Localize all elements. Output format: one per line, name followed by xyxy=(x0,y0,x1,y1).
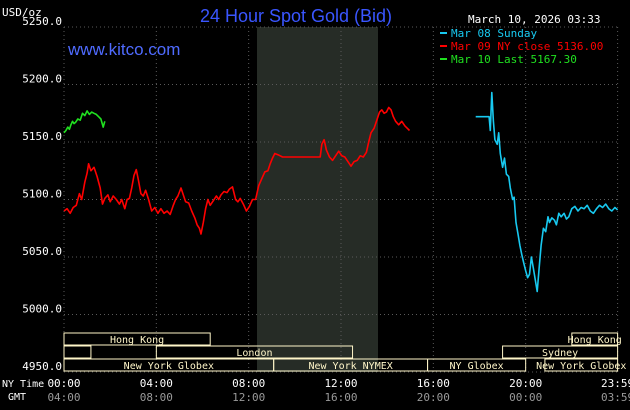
grid-lines xyxy=(63,26,619,373)
x-tick-ny: 08:00 xyxy=(232,377,265,390)
x-tick-gmt: 00:00 xyxy=(509,391,542,404)
x-tick-ny: 16:00 xyxy=(417,377,450,390)
y-axis: 5250.0 5200.0 5150.0 5100.0 5050.0 5000.0 4950… xyxy=(22,15,62,373)
price-series xyxy=(63,91,619,293)
x-tick-ny: 04:00 xyxy=(140,377,173,390)
y-axis-unit: USD/oz xyxy=(2,6,42,19)
x-tick-gmt: 20:00 xyxy=(417,391,450,404)
x-tick-gmt: 03:59 xyxy=(601,391,630,404)
x-tick-ny: 23:59 xyxy=(601,377,630,390)
session-bar xyxy=(427,358,527,372)
y-tick-label: 5150.0 xyxy=(22,130,62,143)
session-label: NY Globex xyxy=(450,361,504,372)
session-label: New York Globex xyxy=(124,361,214,372)
session-label: Hong Kong xyxy=(568,335,622,346)
session-bar xyxy=(544,358,619,372)
series-line-2 xyxy=(63,106,411,235)
x-tick-ny: 20:00 xyxy=(509,377,542,390)
session-bar xyxy=(63,345,92,359)
session-bar xyxy=(155,345,354,359)
legend-label: Mar 08 Sunday xyxy=(451,27,537,40)
series-line-3 xyxy=(63,110,106,134)
session-label: New York NYMEX xyxy=(308,361,392,372)
y-tick-label: 5050.0 xyxy=(22,245,62,258)
x-axis: NY TimeGMT00:0004:0004:0008:0008:0012:00… xyxy=(2,377,630,404)
legend-label: Mar 10 Last 5167.30 xyxy=(451,53,577,66)
session-label: New York Globex xyxy=(536,361,626,372)
gmt-label: GMT xyxy=(8,392,26,403)
session-bar xyxy=(63,332,211,346)
website-label: www.kitco.com xyxy=(67,40,180,59)
y-tick-label: 5000.0 xyxy=(22,303,62,316)
session-bar xyxy=(502,345,619,359)
session-label: Hong Kong xyxy=(110,335,164,346)
y-tick-label: 5100.0 xyxy=(22,188,62,201)
x-tick-gmt: 04:00 xyxy=(47,391,80,404)
session-bar xyxy=(571,332,619,346)
series-line-1 xyxy=(475,91,619,293)
x-tick-ny: 00:00 xyxy=(47,377,80,390)
session-label: London xyxy=(236,348,272,359)
legend-label: Mar 09 NY close 5136.00 xyxy=(451,40,603,53)
chart-title: 24 Hour Spot Gold (Bid) xyxy=(200,6,392,26)
y-tick-label: 5200.0 xyxy=(22,73,62,86)
session-label: Sydney xyxy=(542,348,578,359)
market-sessions: Hong Kong Hong Kong London Sydney New York G… xyxy=(63,332,626,372)
x-tick-gmt: 08:00 xyxy=(140,391,173,404)
y-tick-label: 5250.0 xyxy=(22,15,62,28)
x-tick-ny: 12:00 xyxy=(324,377,357,390)
overnight-shade xyxy=(257,27,378,372)
x-tick-gmt: 12:00 xyxy=(232,391,265,404)
datetime-label: March 10, 2026 03:33 xyxy=(468,13,600,26)
ny-time-label: NY Time xyxy=(2,379,44,390)
y-tick-label: 4950.0 xyxy=(22,360,62,373)
x-tick-gmt: 16:00 xyxy=(324,391,357,404)
